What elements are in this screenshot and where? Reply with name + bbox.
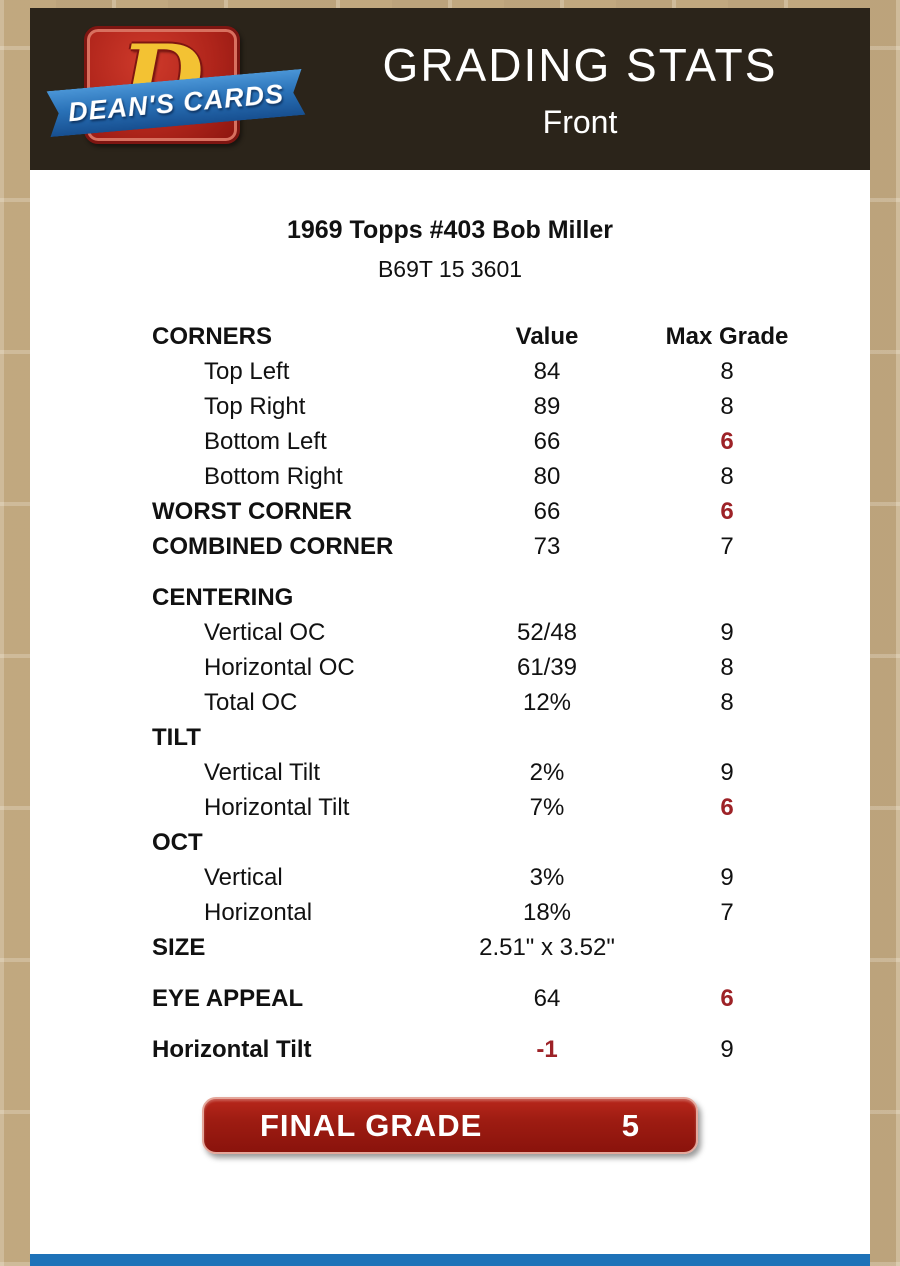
row-label: Total OC (204, 688, 298, 716)
table-row: Vertical OC 52/48 9 (152, 615, 830, 650)
card-title: 1969 Topps #403 Bob Miller (286, 216, 614, 244)
page-subtitle: Front (542, 104, 618, 140)
row-label: TILT (152, 723, 201, 751)
row-value: 84 (533, 357, 561, 385)
row-label: SIZE (152, 933, 206, 961)
final-grade-value: 5 (621, 1107, 640, 1143)
row-label: EYE APPEAL (152, 984, 304, 1012)
table-row: Total OC 12% 8 (152, 685, 830, 720)
row-max-grade: 6 (720, 793, 734, 821)
row-max-grade: 6 (720, 984, 734, 1012)
row-label: Vertical (204, 863, 283, 891)
row-label: Vertical OC (204, 618, 326, 646)
row-label: CENTERING (152, 583, 294, 611)
row-value: 3% (529, 863, 565, 891)
header-titles: GRADING STATS Front (310, 38, 850, 141)
row-value: 61/39 (516, 653, 578, 681)
table-row: Horizontal OC 61/39 8 (152, 650, 830, 685)
row-label: Vertical Tilt (204, 758, 321, 786)
table-row: EYE APPEAL 64 6 (152, 981, 830, 1016)
table-row: Bottom Left 66 6 (152, 424, 830, 459)
row-spacer (152, 965, 830, 981)
table-row: Top Left 84 8 (152, 354, 830, 389)
footer-bar (30, 1254, 870, 1266)
row-value: 52/48 (516, 618, 578, 646)
section-header-row: CENTERING (152, 580, 830, 615)
final-grade-label: FINAL GRADE (260, 1107, 483, 1143)
row-max-grade: 7 (720, 532, 734, 560)
row-max-grade: 9 (720, 618, 734, 646)
row-label: Horizontal Tilt (152, 1035, 312, 1063)
row-value: 7% (529, 793, 565, 821)
final-grade-button[interactable]: FINAL GRADE 5 (202, 1097, 698, 1154)
table-row: Vertical 3% 9 (152, 860, 830, 895)
report-panel: D DEAN'S CARDS GRADING STATS Front 1969 … (30, 8, 870, 1266)
table-row: Top Right 89 8 (152, 389, 830, 424)
row-value: 73 (533, 532, 561, 560)
table-row: Bottom Right 80 8 (152, 459, 830, 494)
row-max-grade: 6 (720, 497, 734, 525)
row-value: 18% (522, 898, 572, 926)
row-label: Top Left (204, 357, 290, 385)
row-spacer (152, 1016, 830, 1032)
table-row: Horizontal Tilt -1 9 (152, 1032, 830, 1067)
section-header-row: TILT (152, 720, 830, 755)
row-label: Bottom Right (204, 462, 343, 490)
row-value: -1 (536, 1035, 558, 1063)
column-header-corners: CORNERS (152, 322, 273, 350)
card-code: B69T 15 3601 (377, 256, 523, 282)
row-value: 66 (533, 497, 561, 525)
row-max-grade: 9 (720, 1035, 734, 1063)
deans-cards-logo: D DEAN'S CARDS (48, 24, 304, 152)
row-value: 89 (533, 392, 561, 420)
row-label: Horizontal Tilt (204, 793, 350, 821)
card-identity: 1969 Topps #403 Bob Miller B69T 15 3601 (30, 216, 870, 283)
row-label: Top Right (204, 392, 306, 420)
table-row: Horizontal Tilt 7% 6 (152, 790, 830, 825)
page-title: GRADING STATS (382, 39, 778, 91)
row-value: 2.51" x 3.52" (479, 933, 615, 961)
row-value: 12% (522, 688, 572, 716)
row-max-grade: 8 (720, 462, 734, 490)
row-label: Horizontal (204, 898, 313, 926)
row-label: OCT (152, 828, 203, 856)
row-label: Horizontal OC (204, 653, 355, 681)
row-max-grade: 9 (720, 863, 734, 891)
table-row: Vertical Tilt 2% 9 (152, 755, 830, 790)
row-max-grade: 6 (720, 427, 734, 455)
row-max-grade: 8 (720, 653, 734, 681)
stats-table-body: Top Left 84 8 Top Right 89 8 Bottom Left 66 6 Bot… (152, 354, 830, 1067)
table-row: WORST CORNER 66 6 (152, 494, 830, 529)
row-value: 80 (533, 462, 561, 490)
row-max-grade: 8 (720, 392, 734, 420)
table-header-row: CORNERS Value Max Grade (152, 319, 830, 354)
row-label: WORST CORNER (152, 497, 352, 525)
row-max-grade: 7 (720, 898, 734, 926)
row-max-grade: 8 (720, 688, 734, 716)
row-value: 2% (529, 758, 565, 786)
table-row: SIZE 2.51" x 3.52" (152, 930, 830, 965)
row-spacer (152, 564, 830, 580)
row-value: 64 (533, 984, 561, 1012)
row-label: Bottom Left (204, 427, 327, 455)
row-max-grade: 9 (720, 758, 734, 786)
report-header: D DEAN'S CARDS GRADING STATS Front (30, 8, 870, 170)
grading-stats-table: CORNERS Value Max Grade Top Left 84 8 Top R… (152, 319, 830, 1067)
row-value: 66 (533, 427, 561, 455)
row-max-grade: 8 (720, 357, 734, 385)
section-header-row: OCT (152, 825, 830, 860)
table-row: COMBINED CORNER 73 7 (152, 529, 830, 564)
row-label: COMBINED CORNER (152, 532, 394, 560)
column-header-value: Value (515, 322, 579, 350)
column-header-max-grade: Max Grade (665, 322, 789, 350)
table-row: Horizontal 18% 7 (152, 895, 830, 930)
